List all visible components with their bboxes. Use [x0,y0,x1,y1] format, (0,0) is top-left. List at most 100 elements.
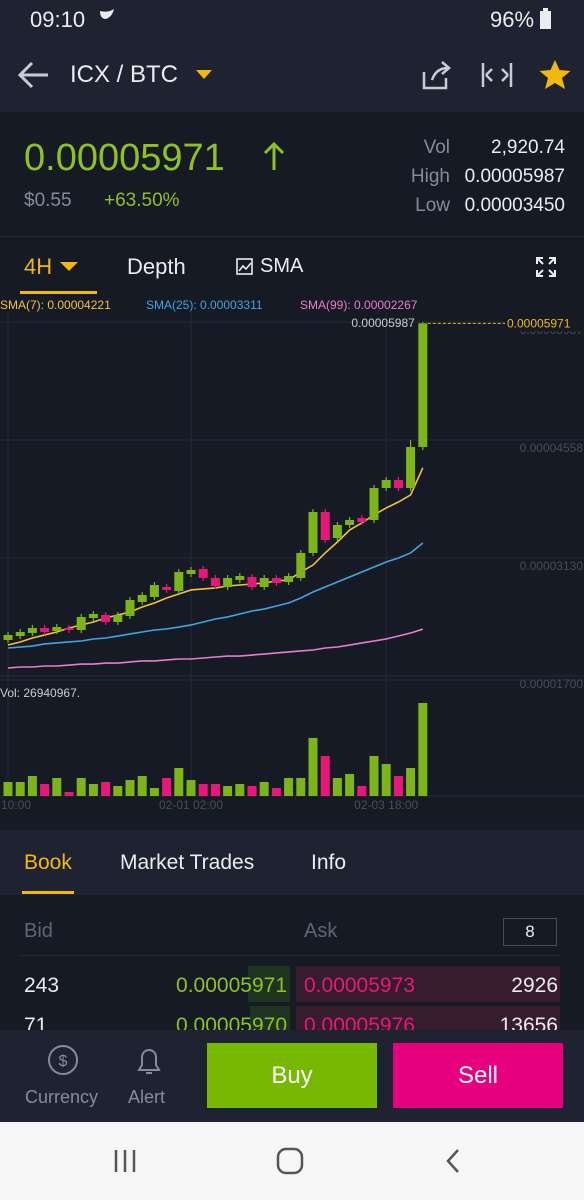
volume-bar [27,775,37,796]
back[interactable] [17,61,48,89]
tab-depth[interactable]: Depth [127,254,186,279]
volume-bar [259,781,269,796]
volume-bar [247,785,257,796]
tab-underline [20,291,97,294]
volume-bar [406,767,416,796]
y-tick-label: 0.00004558 [520,441,584,455]
candle-body [308,512,318,553]
candle-body [381,479,391,488]
volume-bar [64,791,74,796]
candle-body [174,572,184,592]
compare[interactable] [481,63,513,87]
fullscreen[interactable] [535,256,557,278]
stat-label: Vol [423,137,450,158]
volume-bar [357,785,367,796]
volume-bar [296,777,306,796]
candle-body [357,518,367,522]
volume-bar [284,777,294,796]
candle-body [101,614,111,622]
legend-entry: SMA(25): 0.00003311 [146,298,263,312]
caret [60,262,78,271]
volume-bar [88,783,98,796]
ask-qty: 2926 [511,974,558,997]
candle-body [223,577,233,587]
x-tick-label: 02-01 02:00 [159,798,223,812]
sma-icon [236,258,253,275]
volume-bar [320,755,330,796]
sma-line [7,542,424,649]
sell-button[interactable]: Sell [393,1043,563,1108]
x-tick-label: 02-03 18:00 [354,798,418,812]
volume-bar [210,783,220,796]
ask-header: Ask [304,920,338,942]
tab-indicator[interactable]: SMA [260,255,304,277]
candle-body [15,631,25,637]
tab-book[interactable]: Book [24,851,72,874]
stat-value: 0.00003450 [464,195,565,216]
candle-body [52,627,62,631]
candle-body [320,512,330,540]
candle-body [198,568,208,578]
stat-label: High [410,166,450,187]
volume-bar [3,781,13,796]
pair[interactable]: ICX / BTC [70,61,179,88]
candle-body [137,594,147,603]
volume-bar [101,781,111,796]
stat-label: Low [415,195,450,216]
up-arrow [263,141,285,170]
ask-price: 0.00005973 [304,974,415,997]
alert[interactable]: Alert [128,1087,166,1107]
volume-bar [393,775,403,796]
top-bar [0,0,584,112]
volume-bar [381,763,391,796]
tab-trades[interactable]: Market Trades [120,851,255,874]
buy-button[interactable]: Buy [207,1043,377,1108]
usd-price: $0.55 [24,190,72,211]
tab-interval[interactable]: 4H [24,254,53,279]
candle-body [125,600,135,616]
currency[interactable]: Currency [25,1087,99,1107]
system-nav-icons [114,1147,459,1175]
status-time: 09:10 [30,7,86,32]
y-tick-label: 0.00003130 [520,559,584,573]
y-tick-label: 0.00001700 [520,677,584,691]
volume-bar [418,703,428,796]
volume-bar [223,785,233,796]
candle-body [259,577,269,587]
depth-select[interactable]: 8 [503,918,557,946]
book-tabs [0,830,584,895]
favorite[interactable] [539,60,571,89]
candle-body [393,479,403,488]
volume-label: Vol: 26940967. [0,686,80,700]
volume-bar [235,783,245,796]
candle-body [88,613,98,619]
candle-body [406,447,416,488]
bid-qty: 243 [24,974,60,997]
volume-bar [332,777,342,796]
candle-body [162,586,172,590]
header-icons [17,8,571,90]
bid-price: 0.00005971 [176,974,287,997]
stat-value: 0.00005987 [464,166,565,187]
candle-body [235,576,245,580]
volume-bar [174,767,184,796]
system-nav [0,1122,584,1200]
candle-body [113,614,123,622]
legend-entry: SMA(7): 0.00004221 [0,298,111,312]
candle-body [27,628,37,633]
last-price-bg [505,315,584,332]
share[interactable] [422,61,451,90]
divider [0,236,584,237]
volume-bar [15,781,25,796]
tab-info[interactable]: Info [311,851,347,874]
candle-body [418,323,428,448]
volume-bar [137,775,147,796]
bid-depth-bar [248,966,290,1002]
ask-depth-bar [296,966,560,1002]
volume-bar [308,737,318,796]
volume-bar [345,773,355,796]
candle-body [296,552,306,578]
x-tick-label: 10:00 [1,798,31,812]
candle-body [210,577,220,586]
volume-bar [271,787,281,796]
